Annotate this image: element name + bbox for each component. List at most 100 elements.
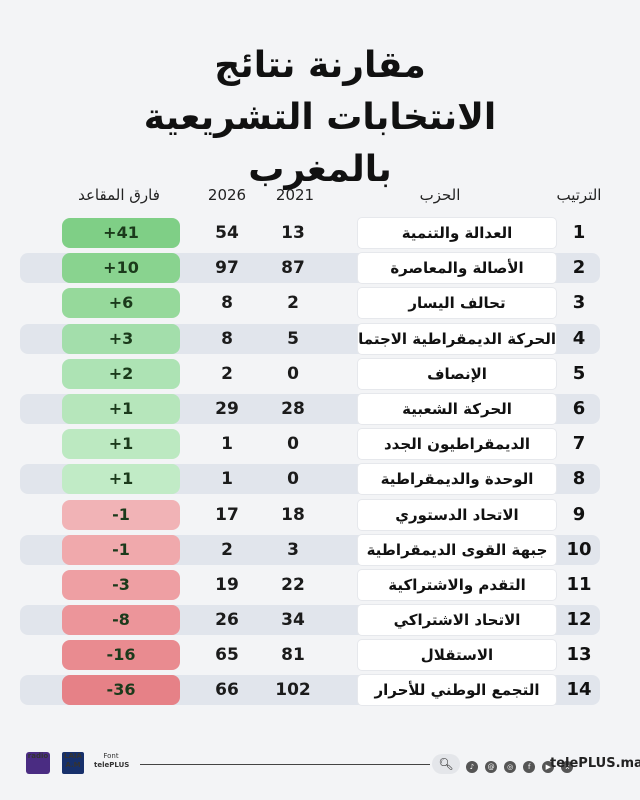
seats-2026-cell: 2 [221,539,233,560]
header-seat-difference: فارق المقاعد [78,186,160,204]
youtube-icon[interactable]: ▶ [542,760,555,773]
seats-2026-cell: 54 [215,223,239,243]
seats-2021-cell: 28 [281,398,305,419]
rank-cell: 6 [572,397,586,419]
header-2026: 2026 [207,186,247,204]
table-row: 1 العدالة والتنمية 13 54 +41 [20,218,600,248]
facebook-icon[interactable]: f [523,760,536,773]
seats-2026-cell: 1 [221,469,233,490]
seat-difference-badge: +1 [62,464,180,495]
party-cell: العدالة والتنمية [358,218,556,248]
social-icons: ♪ @ ◎ f ▶ x [466,756,575,774]
teleplus-logo-top: Font [103,752,119,760]
rank-cell: 2 [572,257,586,279]
laia-logo-bottom: A.M [65,761,81,769]
seat-difference-badge: +10 [62,253,180,284]
table-row: 13 الاستقلال 81 65 -16 [20,640,600,671]
seat-difference-badge: -8 [62,605,180,636]
rank-cell: 1 [572,222,586,243]
seats-2026-cell: 17 [215,504,239,525]
teleplus-logo-bottom: telePLUS [94,761,130,769]
party-cell: التجمع الوطني للأحرار [358,675,556,706]
page-title: مقارنة نتائج الانتخابات التشريعية بالمغر… [0,40,640,196]
seats-2021-cell: 102 [275,680,311,701]
party-cell: الاتحاد الدستوري [358,499,556,530]
party-cell: الاتحاد الاشتراكي [358,605,556,636]
seats-2021-cell: 2 [287,293,299,314]
seats-2026-cell: 29 [215,398,239,419]
footer: radio LAIA A.M Font telePLUS 🔍︎ ♪ @ ◎ f … [20,752,640,778]
search-icon[interactable]: 🔍︎ [432,754,460,774]
rank-cell: 7 [572,433,586,455]
seats-2021-cell: 87 [281,258,305,279]
tiktok-icon[interactable]: ♪ [466,760,478,773]
party-cell: الإنصاف [358,358,556,389]
x-icon[interactable]: x [561,760,574,773]
header-2021: 2021 [275,186,315,204]
seats-2026-cell: 2 [221,363,233,384]
rank-cell: 11 [566,573,592,595]
seat-difference-badge: -1 [62,534,180,565]
rank-cell: 12 [566,609,592,631]
table-row: 11 التقدم والاشتراكية 22 19 -3 [20,569,600,600]
table-row: 6 الحركة الشعبية 28 29 +1 [20,393,600,424]
seats-2021-cell: 13 [281,223,305,243]
seat-difference-badge: -36 [62,675,180,706]
party-cell: الحركة الشعبية [358,393,556,424]
party-cell: الوحدة والديمقراطية [358,464,556,495]
title-line-1: مقارنة نتائج [214,45,426,86]
seats-2026-cell: 19 [215,574,239,595]
seats-2026-cell: 66 [215,680,239,701]
seats-2026-cell: 97 [215,258,239,279]
rank-cell: 4 [572,327,586,349]
party-cell: الأصالة والمعاصرة [358,253,556,284]
rank-cell: 5 [572,362,586,384]
table-row: 7 الديمقراطيون الجدد 0 1 +1 [20,429,600,460]
header-party: الحزب [419,186,461,204]
table-row: 5 الإنصاف 0 2 +2 [20,358,600,389]
radio-logo: radio [26,752,50,774]
table-row: 12 الاتحاد الاشتراكي 34 26 -8 [20,605,600,636]
party-cell: الاستقلال [358,640,556,671]
seat-difference-badge: +1 [62,429,180,460]
seats-2021-cell: 0 [287,434,299,455]
header-rank: الترتيب [556,186,602,204]
rank-cell: 9 [572,503,586,525]
table-row: 4 الحركة الديمقراطية الاجتماعية 5 8 +3 [20,323,600,354]
footer-divider [140,764,430,765]
seat-difference-badge: +1 [62,393,180,424]
results-table: 1 العدالة والتنمية 13 54 +41 2 الأصالة والمعاص… [20,218,600,711]
title-line-3: بالمغرب [248,149,392,190]
rank-cell: 3 [572,292,586,314]
party-cell: الحركة الديمقراطية الاجتماعية [358,323,556,354]
table-header: الترتيب الحزب 2021 2026 فارق المقاعد [0,186,640,210]
seats-2021-cell: 18 [281,504,305,525]
party-cell: التقدم والاشتراكية [358,569,556,600]
seats-2026-cell: 8 [221,328,233,349]
seats-2021-cell: 81 [281,645,305,666]
instagram-icon[interactable]: ◎ [504,760,517,773]
threads-icon[interactable]: @ [485,760,498,773]
rank-cell: 8 [572,468,586,490]
laia-logo-top: LAIA [64,752,82,760]
seats-2021-cell: 22 [281,574,305,595]
table-row: 8 الوحدة والديمقراطية 0 1 +1 [20,464,600,495]
seat-difference-badge: -1 [62,499,180,530]
site-url[interactable]: telePLUS.ma [550,756,640,771]
seats-2026-cell: 65 [215,645,239,666]
party-cell: الديمقراطيون الجدد [358,429,556,460]
party-cell: جبهة القوى الديمقراطية [358,534,556,565]
rank-cell: 10 [566,538,592,560]
rank-cell: 14 [566,679,592,701]
seat-difference-badge: +41 [62,218,180,248]
title-line-2: الانتخابات التشريعية [143,97,497,138]
table-row: 14 التجمع الوطني للأحرار 102 66 -36 [20,675,600,706]
seat-difference-badge: +6 [62,288,180,319]
seats-2026-cell: 8 [221,293,233,314]
table-row: 3 تحالف اليسار 2 8 +6 [20,288,600,319]
seats-2021-cell: 0 [287,363,299,384]
seat-difference-badge: -16 [62,640,180,671]
laia-logo: LAIA A.M [62,752,84,774]
seats-2021-cell: 0 [287,469,299,490]
seats-2021-cell: 34 [281,610,305,631]
